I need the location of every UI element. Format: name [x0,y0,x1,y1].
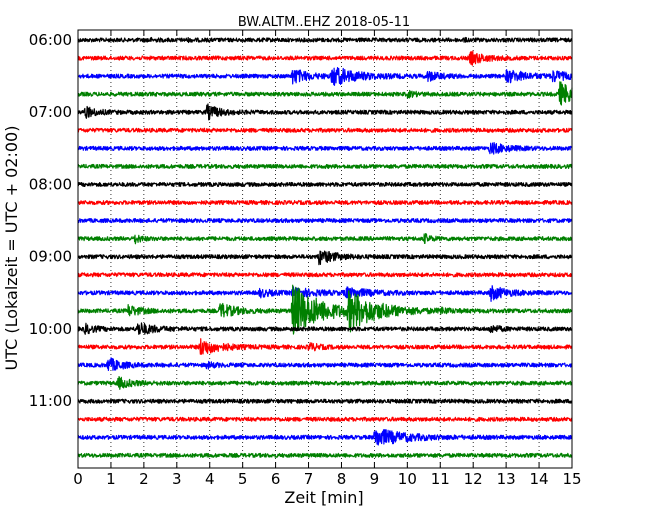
y-tick-label: 08:00 [29,175,72,193]
seismogram-trace [77,429,573,446]
y-tick-label: 07:00 [29,103,72,121]
seismogram-trace [77,357,573,372]
x-tick-label: 14 [530,470,549,488]
x-tick-label: 0 [73,470,83,488]
seismogram-trace [77,416,573,422]
seismogram-trace [77,284,573,335]
x-tick-label: 4 [205,470,215,488]
seismogram-trace [77,233,573,245]
seismogram-trace [77,218,573,224]
x-tick-label: 13 [497,470,516,488]
x-tick-label: 5 [238,470,248,488]
seismogram-trace [77,250,573,266]
y-tick-label: 09:00 [29,248,72,266]
x-tick-label: 1 [106,470,116,488]
y-axis-ticks: 06:00 07:00 08:00 09:00 10:00 11:00 [29,31,572,410]
plot-frame [77,29,573,469]
y-axis-label: UTC (Lokalzeit = UTC + 02:00) [2,126,21,371]
seismogram-trace [77,285,573,302]
y-tick-label: 11:00 [29,392,72,410]
seismogram-trace [77,50,573,66]
seismogram-trace [77,199,573,206]
seismogram-trace [77,103,573,121]
seismogram-trace [77,67,573,86]
seismogram-trace [77,322,573,335]
seismogram-trace [77,398,573,404]
chart-title: BW.ALTM..EHZ 2018-05-11 [238,15,410,30]
x-tick-label: 6 [271,470,281,488]
x-tick-label: 7 [304,470,314,488]
seismogram-trace [77,181,573,188]
seismogram-trace [77,127,573,133]
seismogram-trace [77,141,573,155]
seismogram-trace [77,452,573,458]
x-tick-label: 12 [464,470,483,488]
seismogram-trace [77,272,573,278]
seismogram-trace [77,376,573,390]
x-tick-label: 9 [370,470,380,488]
y-tick-label: 10:00 [29,320,72,338]
x-axis-label: Zeit [min] [284,488,363,507]
x-tick-label: 10 [398,470,417,488]
x-tick-label: 15 [562,470,581,488]
seismogram-trace [77,163,573,169]
x-tick-label: 3 [172,470,182,488]
x-tick-label: 2 [139,470,149,488]
x-tick-label: 8 [337,470,347,488]
seismogram-trace [77,36,573,44]
x-axis-ticks: 0 1 2 3 4 5 6 7 8 9 10 11 12 13 14 15 [73,30,582,488]
seismogram-trace [77,338,573,355]
x-tick-label: 11 [431,470,450,488]
seismogram-trace [77,81,573,106]
seismogram-traces [77,36,573,458]
y-tick-label: 06:00 [29,31,72,49]
